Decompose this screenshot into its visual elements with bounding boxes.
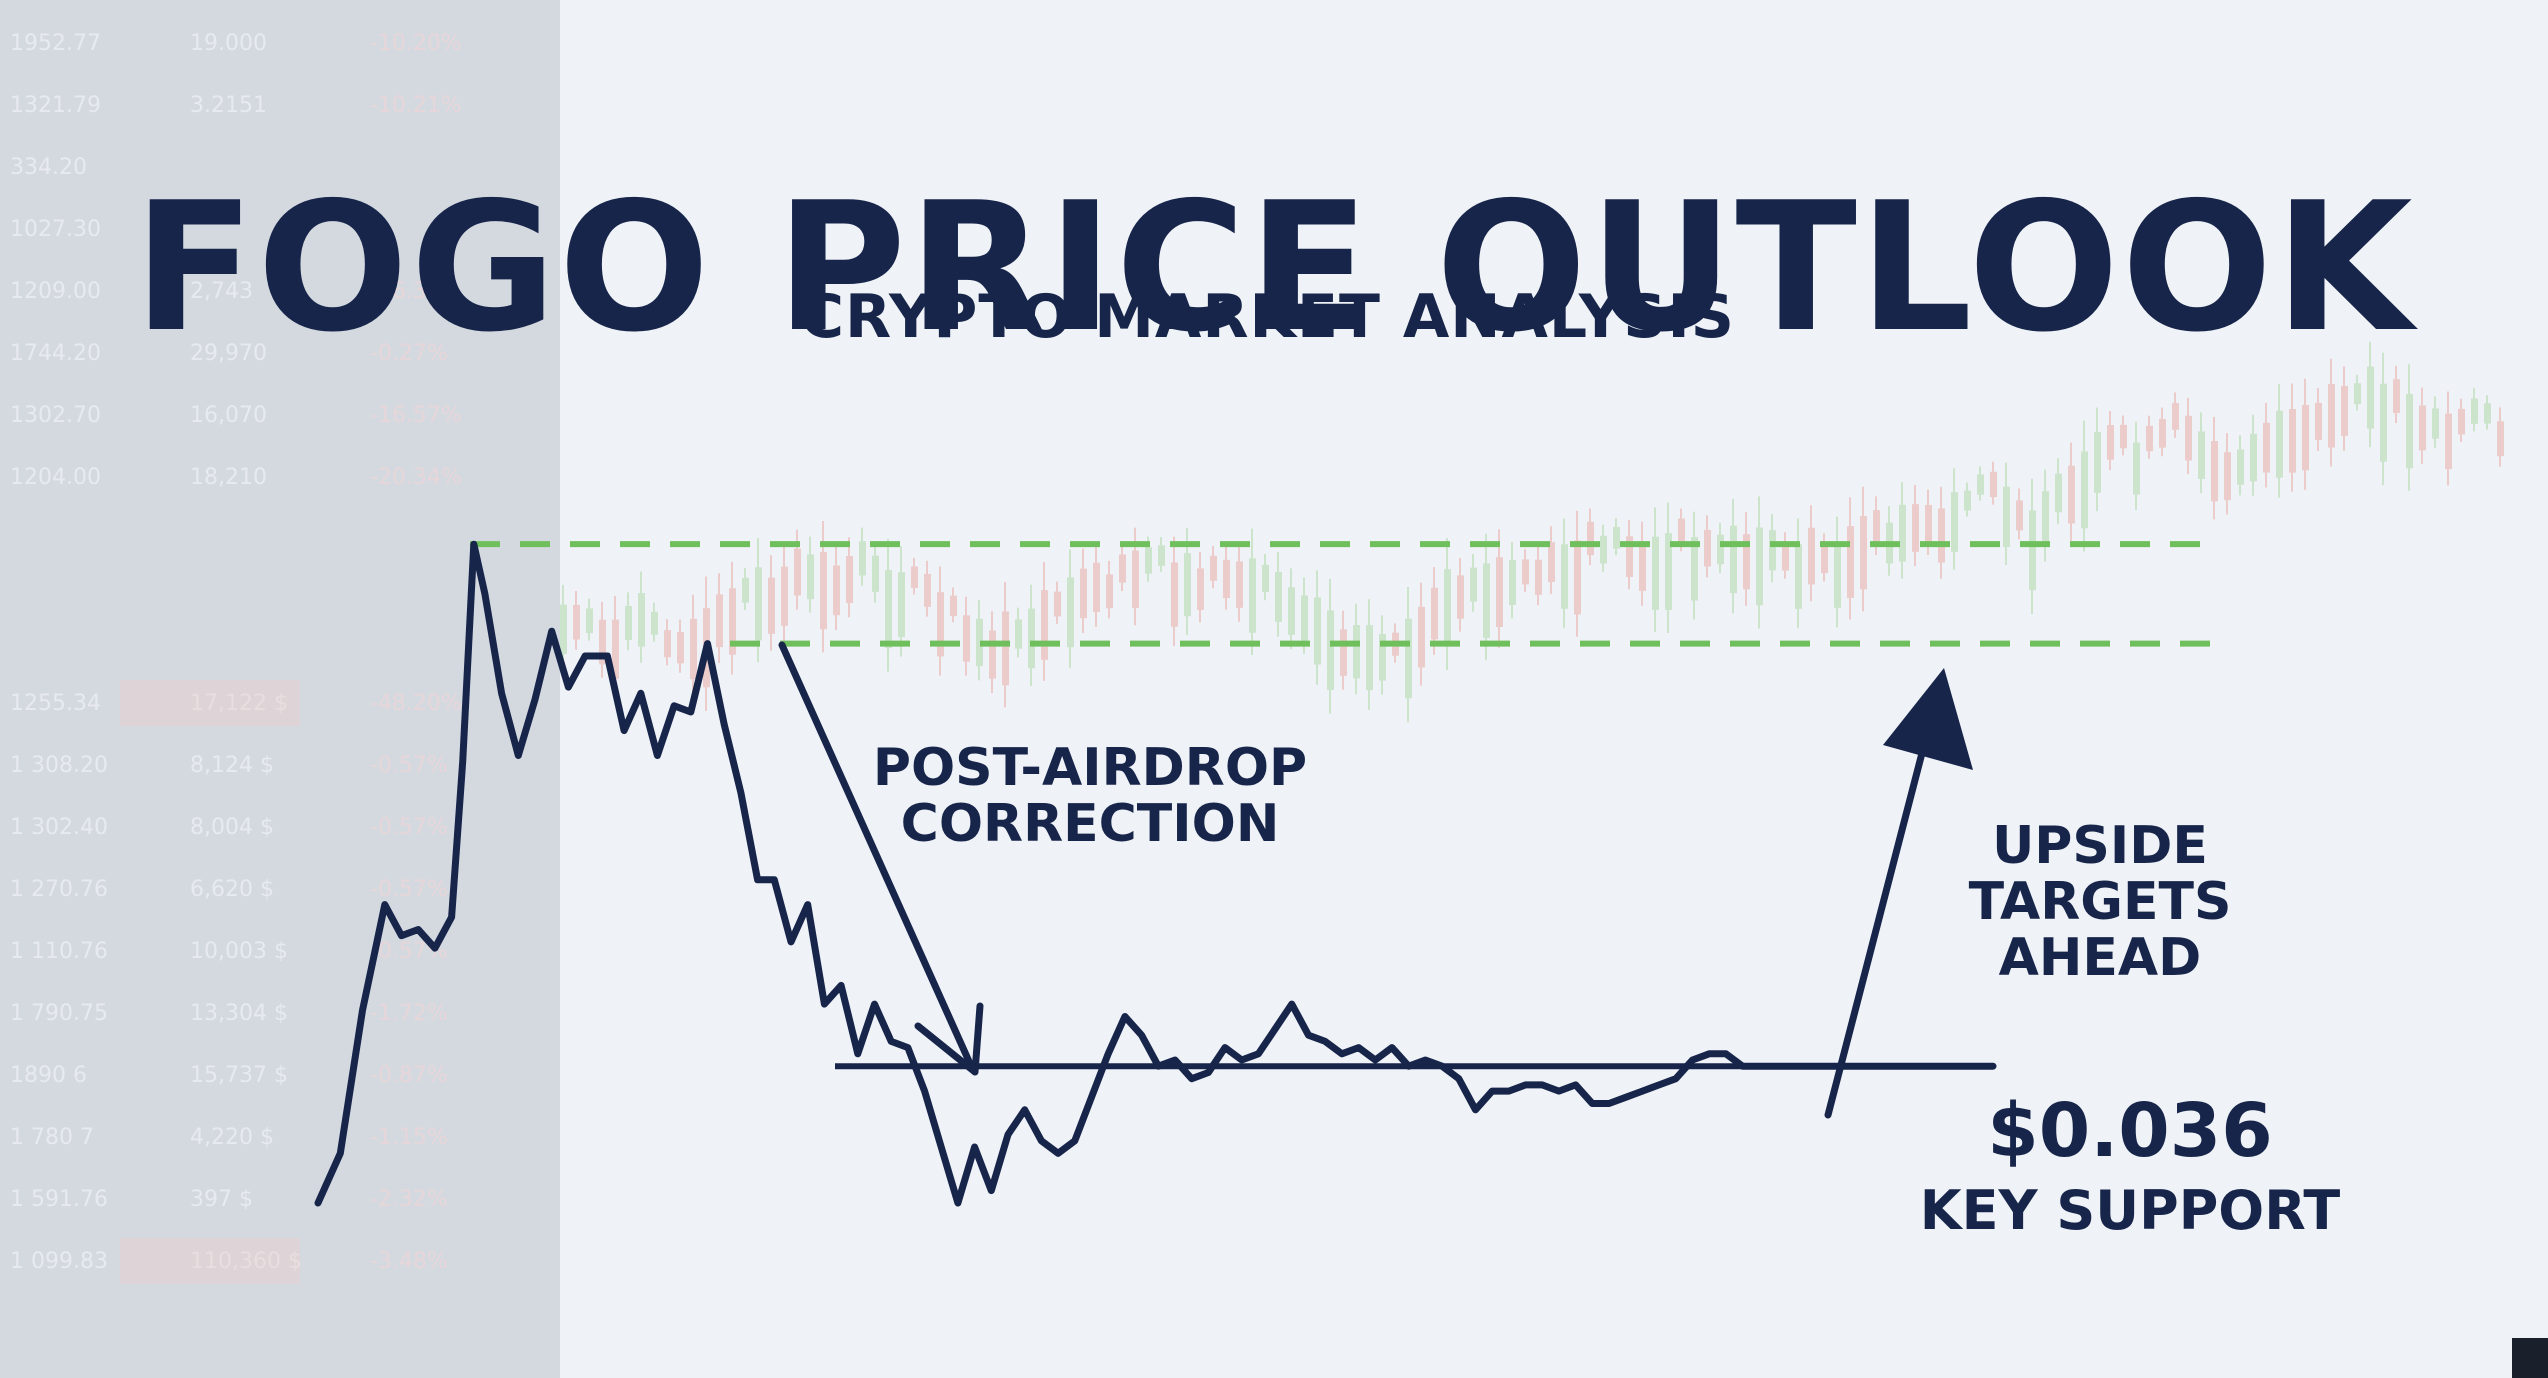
correction-arrow-head xyxy=(914,1002,984,1076)
page-title: FOGO PRICE OUTLOOK xyxy=(133,164,2415,372)
upside-label-line2: TARGETS xyxy=(1968,872,2232,933)
correction-label-line2: CORRECTION xyxy=(900,794,1280,855)
upside-arrow-shaft xyxy=(1824,726,1932,1119)
upside-label-line3: AHEAD xyxy=(1998,928,2202,989)
page-subtitle: CRYPTO MARKET ANALYSIS xyxy=(800,282,1736,352)
support-label: KEY SUPPORT xyxy=(1919,1179,2341,1242)
correction-annotation: POST-AIRDROP CORRECTION xyxy=(860,740,1320,852)
price-series-line xyxy=(314,540,1997,1207)
correction-label-line1: POST-AIRDROP xyxy=(872,738,1308,798)
upside-arrow-head xyxy=(1883,668,1973,770)
upside-annotation: UPSIDE TARGETS AHEAD xyxy=(1900,816,2300,989)
upside-label-line1: UPSIDE xyxy=(1992,816,2208,876)
correction-arrow-shaft xyxy=(778,641,976,1072)
corner-mark xyxy=(2512,1338,2548,1378)
support-price-label: $0.036 xyxy=(1987,1088,2273,1174)
